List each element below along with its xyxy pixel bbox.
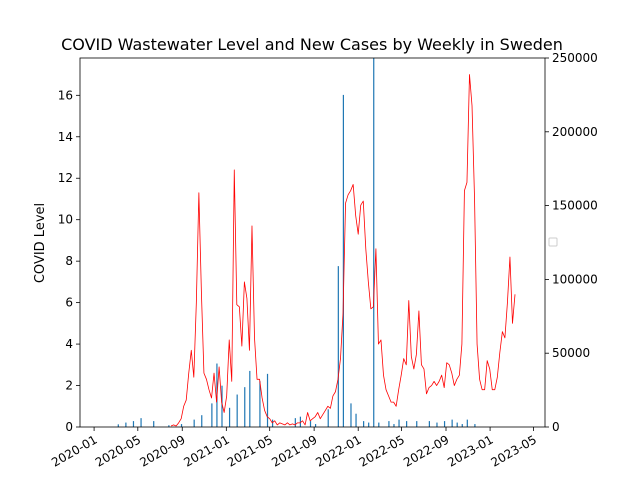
cases-bar: [342, 94, 344, 428]
y-tick-label: 6: [65, 296, 73, 310]
y2-tick-label: 200000: [552, 125, 598, 139]
y-tick-label: 10: [58, 213, 73, 227]
chart-title: COVID Wastewater Level and New Cases by …: [61, 35, 563, 54]
cases-bar: [193, 419, 195, 427]
cases-bar: [117, 424, 119, 427]
y-axis-label: COVID Level: [33, 203, 48, 283]
cases-bar: [461, 424, 463, 427]
cases-bar: [201, 415, 203, 427]
cases-bar: [153, 421, 155, 427]
cases-bar: [294, 418, 296, 427]
cases-bar: [406, 421, 408, 427]
y2-tick-label: 100000: [552, 272, 598, 286]
cases-bar: [350, 403, 352, 427]
y2-tick-label: 50000: [552, 346, 590, 360]
cases-bar: [125, 422, 127, 427]
cases-bar: [378, 422, 380, 427]
cases-bar: [249, 370, 251, 427]
cases-bar: [211, 403, 213, 427]
cases-bar: [388, 421, 390, 427]
cases-bar: [416, 421, 418, 427]
cases-bar: [443, 421, 446, 427]
y-tick-label: 16: [58, 88, 73, 102]
cases-bar: [393, 424, 395, 427]
cases-bar: [244, 387, 246, 427]
level-line: [170, 74, 516, 427]
cases-bar: [236, 394, 238, 427]
cases-bar: [428, 421, 430, 427]
cases-bar: [436, 422, 438, 427]
y2-tick-label: 250000: [552, 51, 598, 65]
cases-bar: [373, 58, 375, 427]
plot-marks: [117, 58, 516, 428]
cases-bar: [456, 422, 458, 427]
cases-bar: [132, 421, 135, 427]
y-tick-label: 12: [58, 171, 73, 185]
y-tick-label: 0: [65, 420, 73, 434]
cases-bar: [337, 266, 339, 427]
y-tick-label: 2: [65, 379, 73, 393]
cases-bar: [398, 419, 400, 427]
cases-bar: [228, 407, 231, 427]
cases-bar: [180, 424, 183, 427]
plot-frame: [79, 57, 546, 428]
cases-bar: [474, 424, 476, 427]
y-tick-label: 14: [58, 130, 73, 144]
y-tick-label: 8: [65, 254, 73, 268]
cases-bar: [221, 385, 223, 427]
cases-bar: [368, 422, 370, 427]
cases-bar: [327, 409, 329, 427]
cases-bar: [266, 373, 269, 427]
cases-bar: [168, 425, 170, 427]
cases-bar: [466, 419, 468, 427]
cases-bar: [140, 418, 142, 427]
cases-bar: [259, 381, 261, 427]
y-tick-label: 4: [65, 337, 73, 351]
cases-bar: [363, 421, 365, 427]
cases-bar: [299, 416, 301, 427]
cases-bar: [355, 413, 357, 427]
cases-bar: [271, 419, 274, 427]
cases-bar: [314, 424, 317, 427]
legend-box: [548, 237, 558, 247]
y2-tick-label: 0: [552, 420, 560, 434]
y2-tick-label: 150000: [552, 199, 598, 213]
cases-bar: [451, 419, 453, 427]
cases-bar: [309, 421, 312, 427]
